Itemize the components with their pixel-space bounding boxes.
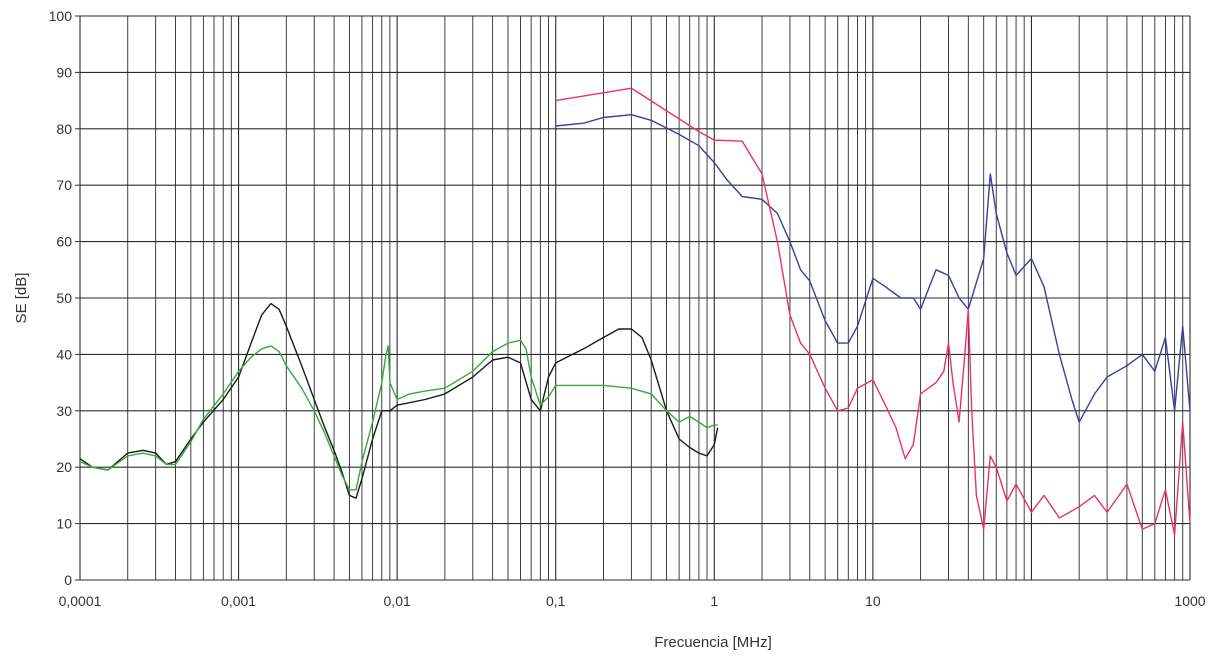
y-axis-title: SE [dB] <box>13 273 30 324</box>
x-tick-label: 0,1 <box>546 593 566 609</box>
x-tick-label: 1 <box>710 593 718 609</box>
y-tick-label: 30 <box>56 403 72 419</box>
y-tick-label: 20 <box>56 459 72 475</box>
x-axis-title: Frecuencia [MHz] <box>654 634 772 651</box>
y-tick-label: 40 <box>56 346 72 362</box>
y-tick-label: 70 <box>56 177 72 193</box>
x-tick-label: 1000 <box>1174 593 1205 609</box>
y-tick-label: 80 <box>56 121 72 137</box>
grid <box>80 16 1190 580</box>
y-tick-label: 100 <box>49 8 73 24</box>
y-tick-label: 0 <box>64 572 72 588</box>
y-tick-label: 60 <box>56 234 72 250</box>
x-tick-label: 0,001 <box>221 593 256 609</box>
x-tick-label: 0,0001 <box>59 593 102 609</box>
x-tick-label: 0,01 <box>384 593 411 609</box>
y-tick-label: 90 <box>56 64 72 80</box>
y-tick-label: 10 <box>56 516 72 532</box>
series-group <box>80 88 1190 535</box>
x-tick-label: 10 <box>865 593 881 609</box>
tick-labels: 0 10 20 30 40 50 60 70 80 90 100 0,0001 0,001 0,01 0,1… <box>49 8 1206 609</box>
y-tick-label: 50 <box>56 290 72 306</box>
